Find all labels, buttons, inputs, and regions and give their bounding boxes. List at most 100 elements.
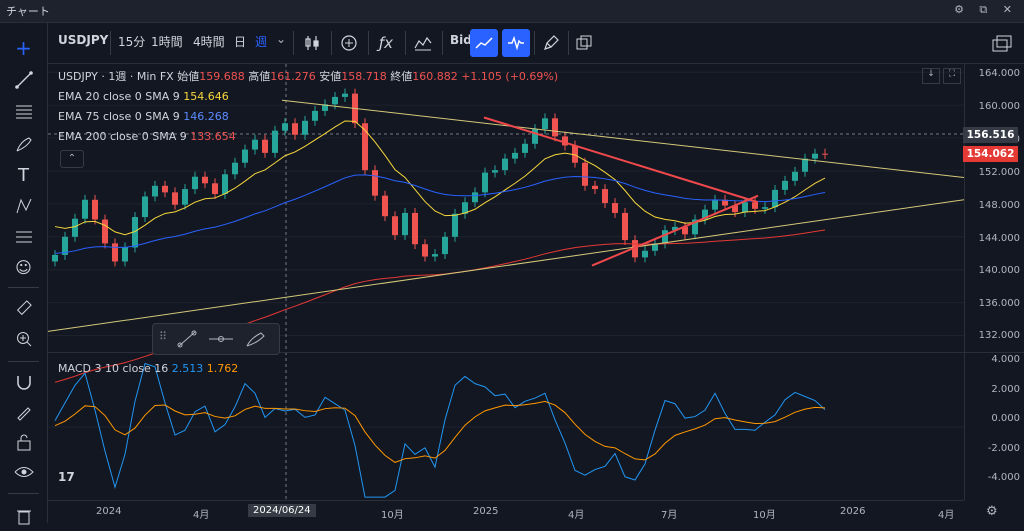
interval-1w[interactable]: 週 [255, 35, 268, 49]
interval-1d[interactable]: 日 [234, 35, 247, 49]
macd-axis-label: -2.000 [987, 443, 1020, 454]
candle-body [172, 192, 178, 205]
trendline-tool-icon[interactable] [177, 330, 197, 348]
candle-body [272, 130, 278, 153]
toolbar-divider [534, 31, 535, 55]
templates-icon[interactable] [409, 29, 437, 57]
candle-body [482, 172, 488, 193]
indicators-icon[interactable]: ƒx [378, 34, 394, 52]
ema200-legend[interactable]: EMA 200 close 0 SMA 9 133.654 [58, 130, 236, 143]
candle-body [52, 254, 58, 262]
ema20-legend[interactable]: EMA 20 close 0 SMA 9 154.646 [58, 90, 229, 103]
settings-gear-icon[interactable]: ⚙ [986, 504, 998, 519]
line-chart-icon[interactable] [470, 29, 498, 57]
ema20-label: EMA 20 close 0 SMA 9 [58, 90, 180, 103]
candle-body [742, 202, 748, 213]
price-label: 144.000 [978, 233, 1020, 244]
symbol-button[interactable]: USDJPY [58, 33, 109, 47]
candle-body [182, 189, 188, 205]
fib-icon[interactable] [0, 97, 47, 127]
lock-drawing-icon[interactable] [0, 397, 47, 427]
lock-icon[interactable] [0, 427, 47, 457]
add-compare-icon[interactable] [335, 29, 363, 57]
brush-drawing-icon[interactable] [245, 330, 267, 348]
trendline-icon[interactable] [0, 65, 47, 95]
pulse-icon[interactable] [502, 29, 530, 57]
candle-body [412, 212, 418, 245]
candle-body [202, 176, 208, 184]
candle-body [72, 218, 78, 237]
candle-body [262, 139, 268, 153]
bid-button[interactable]: Bid [450, 33, 472, 47]
time-label: 10月 [381, 510, 404, 521]
toolbar-divider [405, 31, 406, 55]
toolbar-divider [293, 31, 294, 55]
candle-body [122, 247, 128, 262]
drag-handle-icon[interactable]: ⠿ [159, 330, 168, 343]
trash-icon[interactable] [0, 501, 47, 531]
candle-body [522, 143, 528, 153]
chart-canvas[interactable] [47, 64, 965, 500]
interval-15m[interactable]: 15分 [118, 35, 146, 49]
interval-4h[interactable]: 4時間 [193, 35, 225, 49]
floating-drawing-toolbar[interactable]: ⠿ [152, 323, 280, 355]
ema200-line [54, 229, 826, 383]
ema75-value: 146.268 [183, 110, 229, 123]
layout-icon[interactable] [570, 29, 598, 57]
candle-body [242, 149, 248, 163]
candle-body [582, 162, 588, 186]
candle-body [642, 250, 648, 258]
window-controls[interactable]: ⚙ ⧉ ✕ [954, 3, 1018, 16]
candle-body [732, 205, 738, 213]
time-axis[interactable]: 2024 4月 2024/06/24 10月 2025 4月 7月 10月 20… [48, 500, 964, 524]
chart-area[interactable] [47, 64, 965, 500]
toolbar-divider [442, 31, 443, 55]
toolbar-divider [8, 287, 39, 288]
candle-body [532, 129, 538, 144]
multi-window-icon[interactable] [988, 29, 1016, 57]
pattern-icon[interactable] [0, 191, 47, 221]
magnet-icon[interactable] [0, 367, 47, 397]
candle-body [322, 104, 328, 111]
emoji-icon[interactable]: ☺ [15, 257, 32, 277]
candle-body [622, 212, 628, 241]
text-tool-icon[interactable]: T [18, 164, 29, 186]
arrow-down-icon[interactable]: ↓ [922, 68, 940, 84]
time-label: 4月 [568, 510, 585, 521]
signal-value: 1.762 [206, 362, 239, 375]
chevron-down-icon[interactable]: ⌄ [276, 32, 287, 46]
toolbar-divider [110, 31, 111, 55]
trendline-lower [47, 199, 965, 332]
price-label: 164.000 [978, 68, 1020, 79]
legend-high-label: 高値 [248, 70, 271, 83]
candle-body [692, 219, 698, 235]
candle-body [422, 244, 428, 257]
legend-change: +1.105 (+0.69%) [461, 70, 559, 83]
candle-body [682, 226, 688, 235]
candle-body [662, 230, 668, 244]
candle-body [372, 170, 378, 196]
ruler-icon[interactable] [0, 293, 47, 323]
legend-low-value: 158.718 [341, 70, 387, 83]
brush-tool-icon[interactable] [0, 129, 47, 159]
macd-legend[interactable]: MACD 3 10 close 16 2.513 1.762 [58, 362, 238, 375]
crosshair-icon[interactable]: + [15, 36, 32, 60]
candles-icon[interactable] [298, 29, 326, 57]
pane-separator[interactable] [48, 352, 1024, 353]
crosshair-date-tag: 2024/06/24 [248, 504, 316, 517]
zoom-in-icon[interactable] [0, 324, 47, 354]
candle-body [432, 254, 438, 257]
ema75-legend[interactable]: EMA 75 close 0 SMA 9 146.268 [58, 110, 229, 123]
interval-1h[interactable]: 1時間 [151, 35, 183, 49]
candle-body [542, 118, 548, 130]
maximize-pane-icon[interactable]: ⛶ [943, 68, 961, 84]
eye-icon[interactable] [0, 457, 47, 487]
horizontal-line-icon[interactable] [208, 330, 234, 348]
candle-body [382, 195, 388, 217]
tradingview-logo[interactable]: 17 [58, 470, 75, 484]
candle-body [672, 226, 678, 231]
measure-icon[interactable] [0, 222, 47, 252]
collapse-legend-icon[interactable]: ⌃ [60, 150, 84, 168]
candle-body [282, 123, 288, 131]
brush-icon[interactable] [537, 29, 565, 57]
